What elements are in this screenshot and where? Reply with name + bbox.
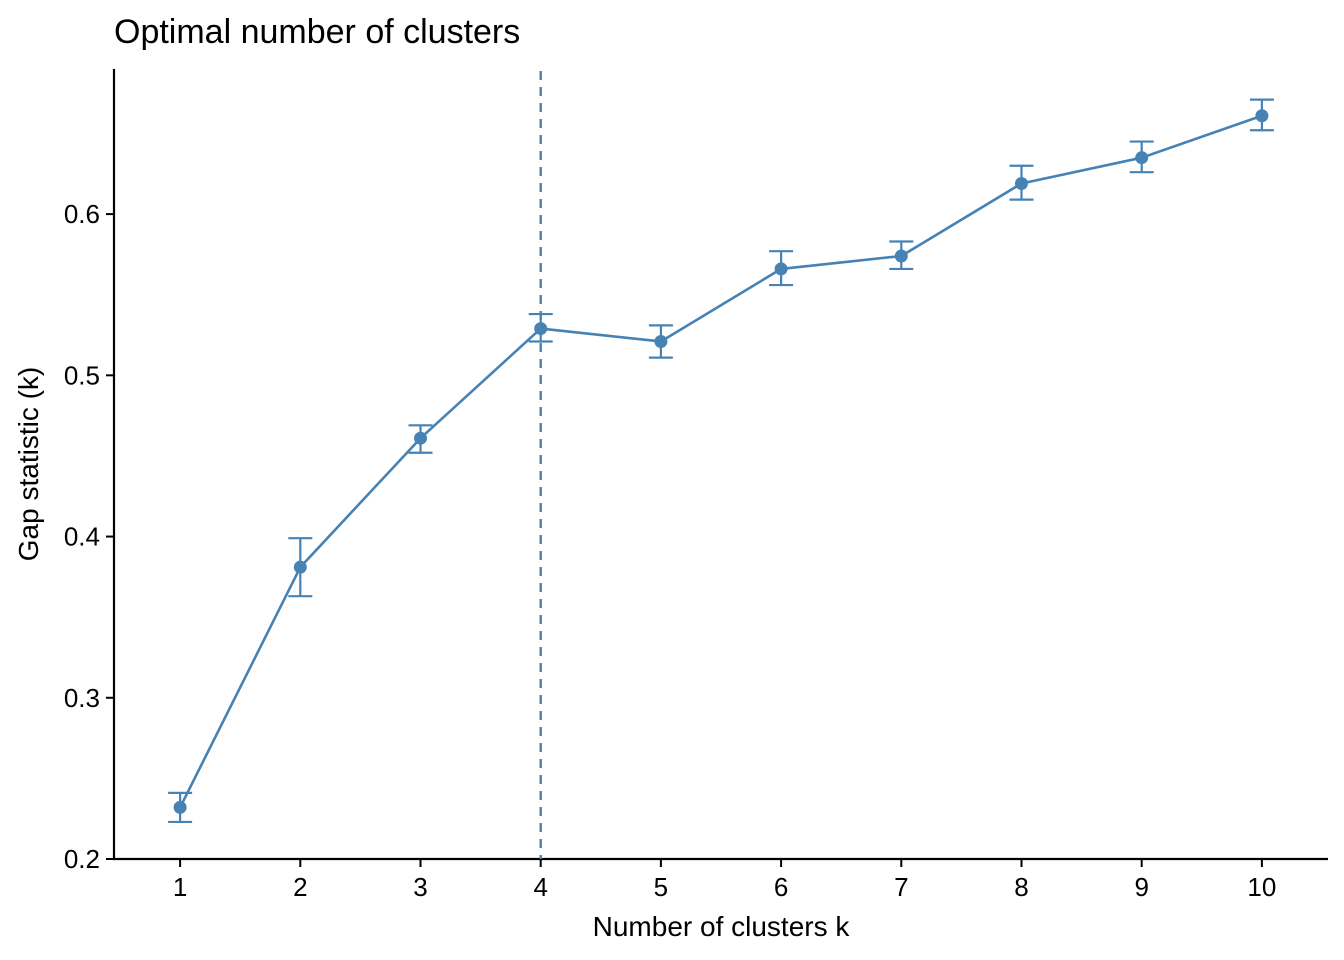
data-point xyxy=(534,322,548,336)
data-point xyxy=(173,800,187,814)
x-tick-label: 8 xyxy=(1014,872,1028,902)
x-ticks: 1 2 3 4 5 6 7 8 9 10 xyxy=(173,859,1276,902)
x-tick-label: 6 xyxy=(774,872,788,902)
x-tick-label: 1 xyxy=(173,872,187,902)
x-tick-label: 9 xyxy=(1134,872,1148,902)
x-axis-title: Number of clusters k xyxy=(593,911,851,942)
x-tick-label: 10 xyxy=(1247,872,1276,902)
y-tick-label: 0.6 xyxy=(64,199,100,229)
data-point xyxy=(774,262,788,276)
axes xyxy=(112,69,1328,861)
y-tick-label: 0.2 xyxy=(64,844,100,874)
x-tick-label: 3 xyxy=(413,872,427,902)
series-line xyxy=(178,114,1263,808)
series-layer xyxy=(168,98,1274,824)
y-axis-title: Gap statistic (k) xyxy=(13,367,44,561)
y-tick-label: 0.3 xyxy=(64,683,100,713)
data-point xyxy=(1255,109,1269,123)
series xyxy=(168,98,1274,824)
y-tick-label: 0.5 xyxy=(64,360,100,390)
data-point xyxy=(1135,151,1149,165)
x-tick-label: 5 xyxy=(654,872,668,902)
x-tick-label: 7 xyxy=(894,872,908,902)
data-point xyxy=(654,334,668,348)
data-point xyxy=(293,560,307,574)
x-tick-label: 4 xyxy=(533,872,547,902)
y-ticks: 0.2 0.3 0.4 0.5 0.6 xyxy=(64,199,114,874)
x-tick-label: 2 xyxy=(293,872,307,902)
y-tick-label: 0.4 xyxy=(64,522,100,552)
data-point xyxy=(414,431,428,445)
data-point xyxy=(1014,176,1028,190)
data-point xyxy=(894,249,908,263)
chart-title: Optimal number of clusters xyxy=(114,13,520,51)
